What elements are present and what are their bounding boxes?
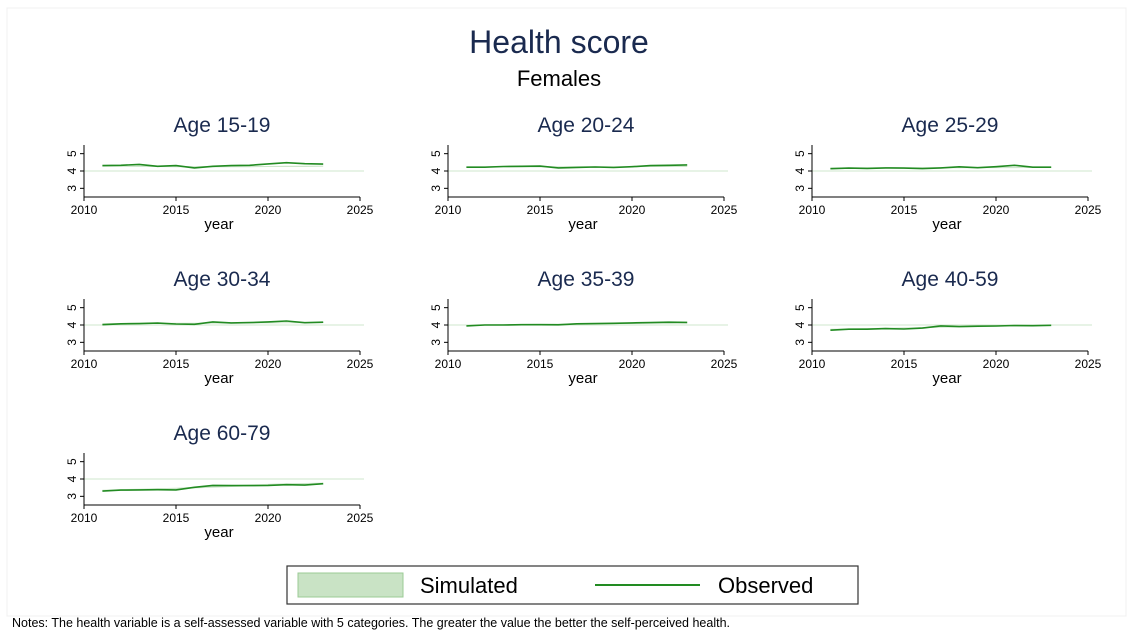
observed-line [102,161,324,169]
y-tick-label: 3 [793,185,807,192]
figure-subtitle: Females [517,66,601,91]
y-tick-label: 4 [429,321,443,328]
y-tick-label: 3 [65,339,79,346]
y-tick-label: 4 [65,321,79,328]
y-tick-label: 5 [65,304,79,311]
panel-age-30-34: Age 30-34 3 4 5 2010 2015 2020 2025 year [65,268,374,387]
x-tick-label: 2015 [891,357,918,371]
x-tick-label: 2020 [255,511,282,525]
y-tick-label: 4 [793,167,807,174]
x-tick-label: 2010 [435,357,462,371]
x-tick-label: 2020 [619,203,646,217]
y-tick-label: 5 [793,150,807,157]
panel-title: Age 40-59 [902,268,999,291]
x-tick-label: 2020 [983,357,1010,371]
x-tick-label: 2010 [71,357,98,371]
legend: Simulated Observed [286,565,859,605]
legend-observed-label: Observed [718,573,813,598]
x-tick-label: 2010 [435,203,462,217]
x-tick-label: 2025 [711,203,738,217]
x-tick-label: 2025 [711,357,738,371]
y-tick-label: 3 [65,185,79,192]
y-tick-label: 3 [65,493,79,500]
figure-note: Notes: The health variable is a self-ass… [12,616,730,630]
x-tick-label: 2015 [163,357,190,371]
x-axis-label: year [932,216,961,233]
x-axis-label: year [568,370,597,387]
panel-title: Age 35-39 [538,268,635,291]
legend-simulated-swatch [297,572,404,598]
panel-title: Age 25-29 [902,114,999,137]
x-tick-label: 2015 [163,511,190,525]
x-tick-label: 2025 [1075,203,1102,217]
y-tick-label: 5 [429,150,443,157]
y-tick-label: 4 [65,475,79,482]
panel-title: Age 60-79 [174,422,271,445]
x-axis-label: year [204,370,233,387]
y-tick-label: 5 [793,304,807,311]
observed-line [830,324,1052,331]
x-tick-label: 2015 [527,357,554,371]
y-tick-label: 4 [65,167,79,174]
observed-line [102,482,324,492]
observed-line [466,164,688,169]
x-tick-label: 2025 [347,511,374,525]
x-tick-label: 2025 [347,203,374,217]
x-tick-label: 2025 [1075,357,1102,371]
x-tick-label: 2020 [983,203,1010,217]
observed-line [830,164,1052,170]
y-tick-label: 4 [429,167,443,174]
x-tick-label: 2010 [71,511,98,525]
y-tick-label: 3 [793,339,807,346]
x-tick-label: 2010 [799,357,826,371]
y-tick-label: 5 [65,150,79,157]
panel-age-35-39: Age 35-39 3 4 5 2010 2015 2020 2025 year [429,268,738,387]
x-tick-label: 2015 [163,203,190,217]
x-tick-label: 2010 [71,203,98,217]
y-tick-label: 3 [429,185,443,192]
y-tick-label: 3 [429,339,443,346]
x-tick-label: 2015 [527,203,554,217]
x-tick-label: 2020 [619,357,646,371]
x-axis-label: year [568,216,597,233]
figure-title: Health score [469,24,649,60]
observed-line [466,321,688,327]
observed-line [102,320,324,326]
x-axis-label: year [204,524,233,541]
panel-age-40-59: Age 40-59 3 4 5 2010 2015 2020 2025 year [793,268,1102,387]
panel-age-25-29: Age 25-29 3 4 5 2010 2015 2020 2025 year [793,114,1102,233]
x-axis-label: year [932,370,961,387]
panel-title: Age 15-19 [174,114,271,137]
panel-age-20-24: Age 20-24 3 4 5 2010 2015 2020 2025 year [429,114,738,233]
x-tick-label: 2020 [255,203,282,217]
y-tick-label: 5 [65,458,79,465]
x-axis-label: year [204,216,233,233]
x-tick-label: 2010 [799,203,826,217]
figure-frame [6,7,1127,617]
y-tick-label: 5 [429,304,443,311]
y-tick-label: 4 [793,321,807,328]
legend-simulated-label: Simulated [420,573,518,598]
x-tick-label: 2025 [347,357,374,371]
panel-age-15-19: Age 15-19 3 4 5 2010 2015 2020 2025 year [65,114,374,233]
x-tick-label: 2015 [891,203,918,217]
panel-title: Age 20-24 [538,114,635,137]
x-tick-label: 2020 [255,357,282,371]
panel-age-60-79: Age 60-79 3 4 5 2010 2015 2020 2025 year [65,422,374,541]
panel-title: Age 30-34 [174,268,271,291]
